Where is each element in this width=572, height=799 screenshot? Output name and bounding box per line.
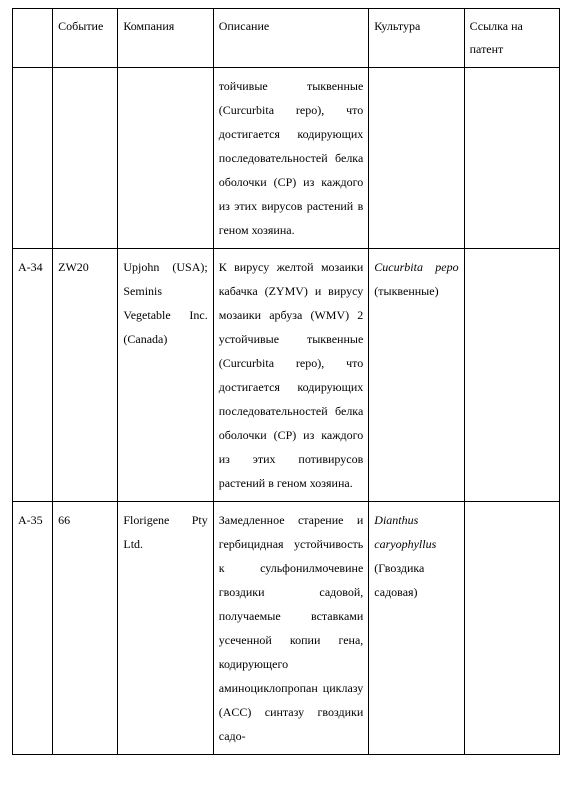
culture-common: (Гвоздика садовая) [374,561,424,599]
table-row: A-34 ZW20 Upjohn (USA); Seminis Vegetabl… [13,248,560,501]
culture-latin: Cucurbita pepo [374,260,458,274]
header-company: Компания [118,9,213,68]
table-row: тойчивые тыквенные (Curcurbita repo), чт… [13,67,560,248]
cell-patent [464,67,559,248]
culture-common: (тыквенные) [374,284,438,298]
cell-id: A-35 [13,501,53,754]
cell-patent [464,501,559,754]
table-row: A-35 66 Florigene Pty Ltd. Замедленное с… [13,501,560,754]
cell-company [118,67,213,248]
header-id [13,9,53,68]
header-patent: Ссылка на патент [464,9,559,68]
cell-event: 66 [53,501,118,754]
cell-culture: Cucurbita pepo (тыквенные) [369,248,464,501]
cell-id: A-34 [13,248,53,501]
patent-table: Событие Компания Описание Культура Ссылк… [12,8,560,755]
cell-patent [464,248,559,501]
cell-description: Замедленное старение и гербицидная устой… [213,501,369,754]
table-body: тойчивые тыквенные (Curcurbita repo), чт… [13,67,560,754]
table-header-row: Событие Компания Описание Культура Ссылк… [13,9,560,68]
cell-description: тойчивые тыквенные (Curcurbita repo), чт… [213,67,369,248]
cell-id [13,67,53,248]
header-event: Событие [53,9,118,68]
cell-culture: Dianthus caryophyllus (Гвоздика садовая) [369,501,464,754]
culture-latin: Dianthus caryophyllus [374,513,436,551]
cell-description: К вирусу желтой мозаики кабачка (ZYMV) и… [213,248,369,501]
header-description: Описание [213,9,369,68]
cell-event [53,67,118,248]
cell-event: ZW20 [53,248,118,501]
header-culture: Культура [369,9,464,68]
cell-company: Upjohn (USA); Seminis Vegetable Inc. (Ca… [118,248,213,501]
cell-company: Florigene Pty Ltd. [118,501,213,754]
cell-culture [369,67,464,248]
